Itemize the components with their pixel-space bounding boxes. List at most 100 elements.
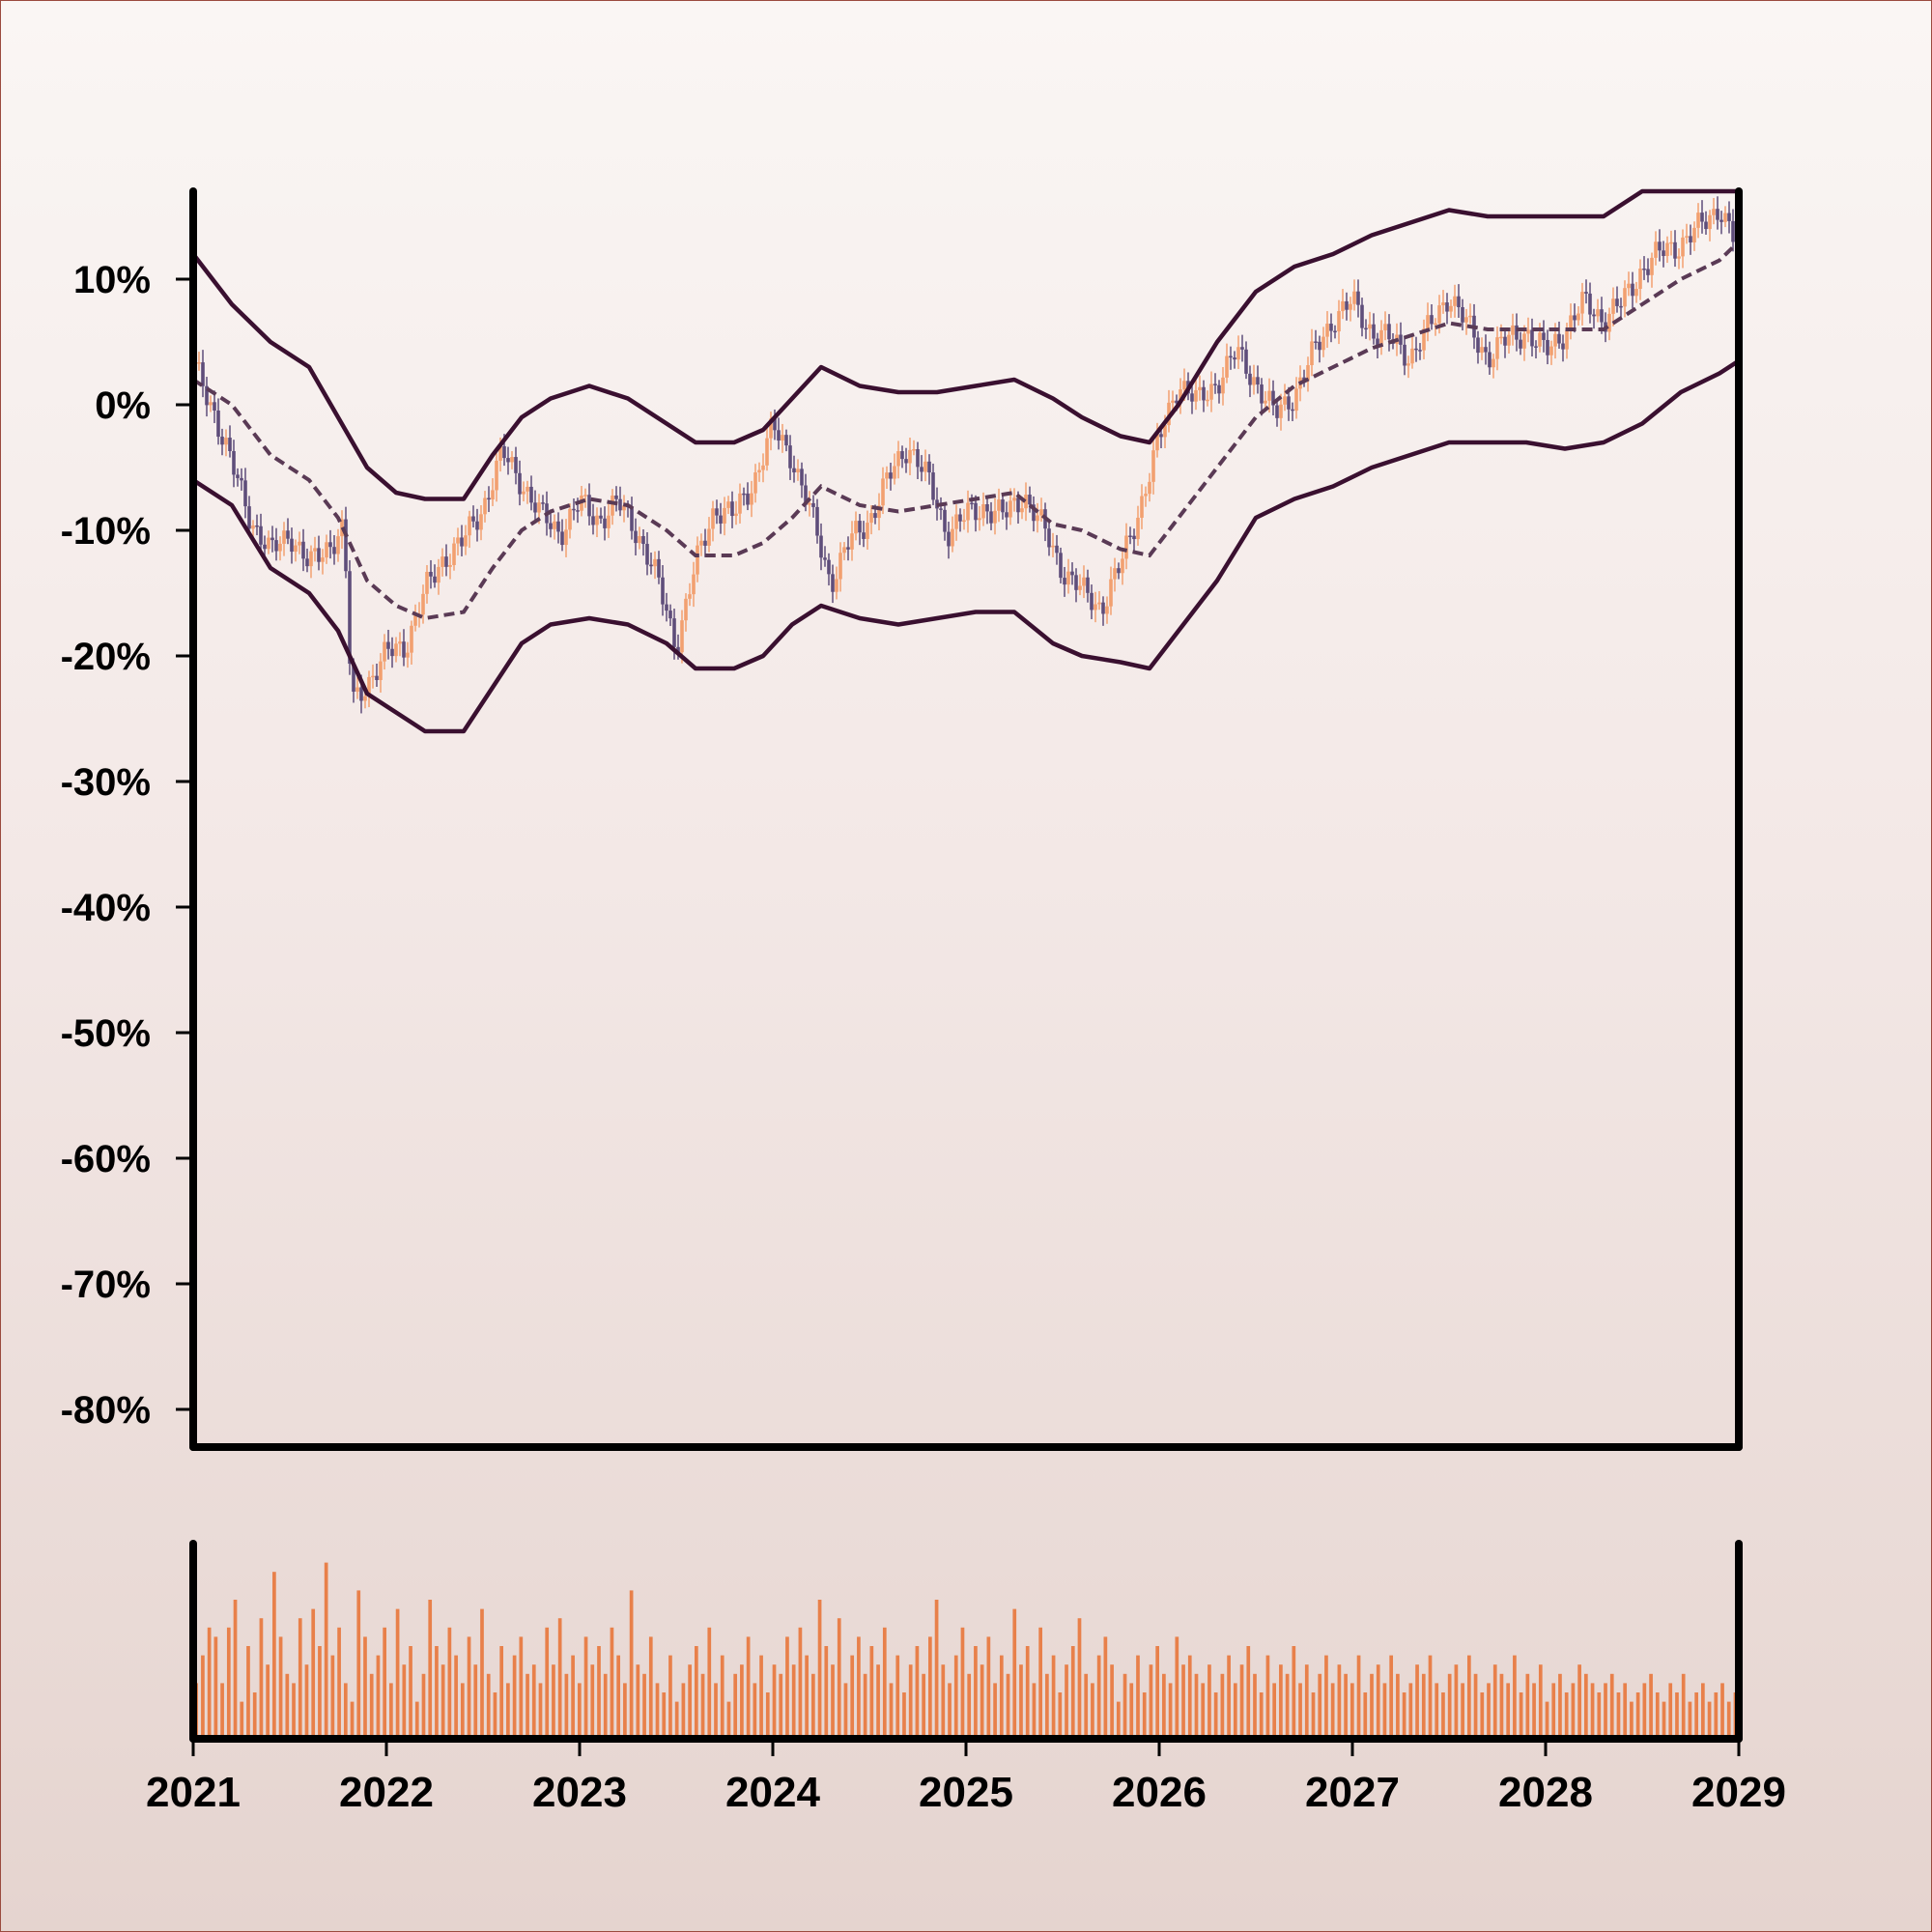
volume-bar (941, 1664, 946, 1739)
candle-body (1692, 227, 1696, 242)
volume-bar (1045, 1673, 1049, 1739)
candle-body (1700, 213, 1704, 222)
volume-bar (1688, 1701, 1692, 1739)
candle-body (1155, 434, 1159, 451)
candle-body (912, 449, 916, 451)
candle-body (1271, 390, 1275, 406)
candle-body (274, 540, 278, 552)
candle-body (962, 520, 966, 523)
candle-body (1561, 343, 1565, 350)
candle-body (1005, 512, 1009, 518)
candle-body (1464, 317, 1468, 323)
volume-bar (564, 1673, 569, 1739)
volume-bar (1668, 1683, 1673, 1739)
volume-bar (616, 1655, 621, 1739)
volume-bar (837, 1618, 841, 1739)
candle-body (765, 438, 769, 466)
candle-body (1310, 341, 1314, 365)
volume-bar (1116, 1701, 1121, 1739)
candle-body (804, 485, 808, 505)
volume-bar (1597, 1692, 1602, 1739)
candle-body (1244, 349, 1248, 374)
volume-bar (908, 1664, 913, 1739)
candle-body (800, 469, 804, 486)
volume-bar (999, 1655, 1004, 1739)
volume-bar (512, 1655, 517, 1739)
candle-body (661, 577, 665, 605)
volume-bar (1187, 1655, 1192, 1739)
volume-bar (1227, 1655, 1231, 1739)
candle-body (1283, 396, 1287, 405)
volume-bar (1532, 1683, 1536, 1739)
candle-body (877, 505, 881, 519)
candle-body (479, 514, 483, 530)
candle-body (1325, 324, 1329, 337)
x-tick-label: 2022 (339, 1769, 434, 1816)
candle-body (394, 643, 398, 657)
candle-body (1685, 236, 1689, 238)
volume-bar (986, 1636, 991, 1739)
volume-bar (1239, 1664, 1244, 1739)
candle-body (290, 538, 294, 553)
volume-bar (473, 1664, 478, 1739)
candle-body (1306, 364, 1310, 381)
volume-bar (785, 1636, 789, 1739)
candle-body (923, 461, 927, 472)
candle-body (1658, 242, 1662, 251)
candle-body (224, 438, 228, 445)
volume-bar (1609, 1673, 1614, 1739)
candle-body (1055, 545, 1059, 554)
y-tick-label: -30% (61, 761, 151, 804)
candle-body (1294, 388, 1298, 412)
candle-body (298, 541, 301, 546)
candle-body (348, 571, 352, 665)
volume-bar (1208, 1664, 1211, 1739)
candle-body (576, 510, 580, 512)
candle-body (1542, 332, 1546, 340)
candle-body (1607, 313, 1611, 332)
candle-body (1236, 347, 1240, 360)
volume-bar (876, 1664, 880, 1739)
candle-body (460, 537, 464, 547)
candle-body (1488, 352, 1492, 368)
candle-body (433, 576, 437, 583)
candle-body (1553, 333, 1557, 347)
candle-body (1356, 291, 1360, 305)
candle-body (514, 457, 518, 473)
candle-body (1094, 604, 1097, 611)
candle-body (301, 541, 305, 559)
candle-body (537, 502, 541, 513)
volume-bar (1344, 1673, 1348, 1739)
candle-body (383, 641, 386, 662)
volume-bar (1396, 1673, 1400, 1739)
volume-bar (603, 1673, 608, 1739)
candle-body (421, 593, 425, 615)
candle-body (1461, 307, 1464, 323)
candle-body (591, 516, 595, 526)
candle-body (1275, 405, 1279, 418)
volume-bar (1564, 1692, 1569, 1739)
candle-body (553, 521, 556, 529)
volume-bar (1006, 1673, 1010, 1739)
y-tick-label: 10% (73, 259, 151, 301)
volume-bar (1571, 1683, 1576, 1739)
volume-bar (694, 1646, 698, 1739)
volume-bar (440, 1664, 445, 1739)
candle-body (1383, 324, 1387, 330)
candle-body (1673, 242, 1677, 259)
candle-body (1719, 219, 1723, 222)
candle-body (680, 620, 684, 653)
volume-bar (1681, 1673, 1686, 1739)
candle-body (815, 506, 819, 536)
volume-bar (1201, 1683, 1206, 1739)
candle-body (1140, 496, 1144, 518)
candle-body (920, 467, 923, 472)
candle-body (603, 518, 607, 528)
candle-body (1198, 386, 1202, 390)
candle-body (784, 435, 788, 446)
candle-body (1410, 348, 1414, 364)
volume-bar (915, 1646, 920, 1739)
volume-bar (772, 1664, 777, 1739)
volume-bar (213, 1636, 218, 1739)
